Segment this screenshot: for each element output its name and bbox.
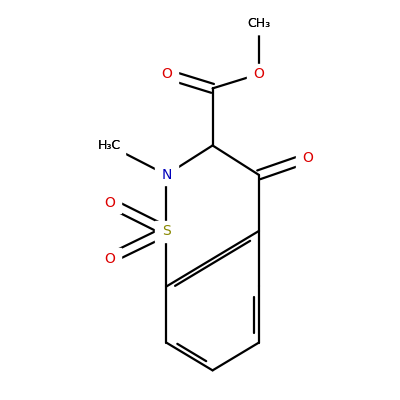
Bar (296, 148, 319, 168)
Text: S: S (162, 224, 171, 238)
Bar (247, 13, 270, 34)
Bar (98, 248, 121, 269)
Text: O: O (161, 67, 172, 81)
Text: O: O (302, 151, 313, 165)
Text: O: O (253, 67, 264, 81)
Text: O: O (104, 196, 115, 210)
Bar (98, 135, 121, 156)
Text: N: N (161, 168, 172, 182)
Text: H₃C: H₃C (98, 139, 121, 152)
Text: H₃C: H₃C (98, 139, 121, 152)
Bar (155, 164, 178, 185)
Text: CH₃: CH₃ (247, 17, 270, 30)
Bar (155, 64, 178, 85)
Bar (94, 135, 125, 156)
Bar (243, 13, 275, 34)
Bar (98, 192, 121, 213)
Bar (247, 64, 270, 85)
Text: O: O (104, 252, 115, 266)
Bar (155, 220, 178, 242)
Text: CH₃: CH₃ (247, 17, 270, 30)
